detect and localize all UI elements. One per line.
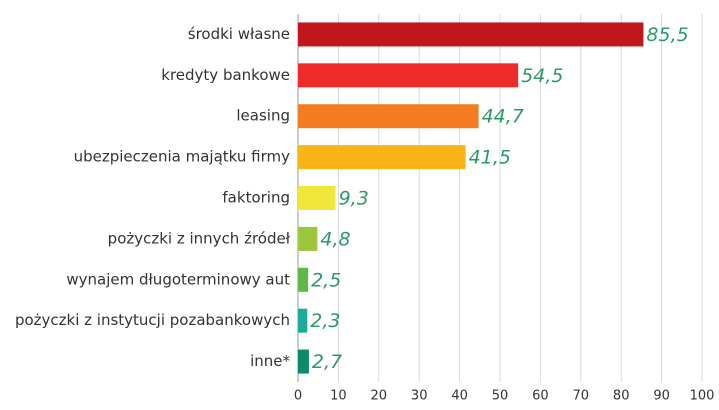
y-tick-label: wynajem długoterminowy aut	[66, 270, 290, 288]
data-label: 54,5	[521, 65, 563, 87]
x-tick-label: 20	[371, 389, 388, 404]
bar	[298, 349, 309, 374]
y-tick-label: pożyczki z instytucji pozabankowych	[15, 311, 290, 329]
bar	[298, 267, 309, 292]
data-label: 41,5	[469, 147, 511, 169]
data-label: 2,3	[310, 310, 340, 332]
bar	[298, 145, 466, 170]
bar	[298, 186, 336, 210]
x-tick-label: 100	[690, 389, 715, 404]
x-tick-label: 50	[492, 389, 509, 404]
x-tick-label: 80	[613, 389, 630, 404]
x-tick-label: 40	[451, 389, 468, 404]
x-tick-label: 10	[330, 389, 347, 404]
bar	[298, 104, 479, 129]
y-tick-label: leasing	[236, 107, 290, 125]
x-tick-label: 90	[653, 389, 670, 404]
y-tick-label: faktoring	[222, 189, 290, 207]
bar	[298, 63, 519, 88]
y-tick-label: środki własne	[188, 25, 290, 43]
bar	[298, 226, 318, 251]
bar	[298, 308, 308, 333]
x-tick-label: 30	[411, 389, 428, 404]
data-label: 2,5	[311, 269, 341, 291]
x-tick-label: 70	[573, 389, 590, 404]
data-label: 2,7	[312, 351, 342, 373]
data-label: 44,7	[482, 106, 524, 128]
x-tick-label: 60	[532, 389, 549, 404]
bar	[298, 22, 644, 47]
x-tick-label: 0	[294, 389, 302, 404]
y-tick-label: pożyczki z innych źródeł	[108, 229, 291, 247]
y-tick-label: ubezpieczenia majątku firmy	[74, 148, 291, 166]
data-label: 4,8	[320, 228, 350, 250]
data-label: 85,5	[646, 24, 688, 46]
y-tick-label: kredyty bankowe	[161, 66, 290, 84]
y-tick-label: inne*	[250, 352, 290, 370]
data-label: 9,3	[339, 188, 369, 210]
